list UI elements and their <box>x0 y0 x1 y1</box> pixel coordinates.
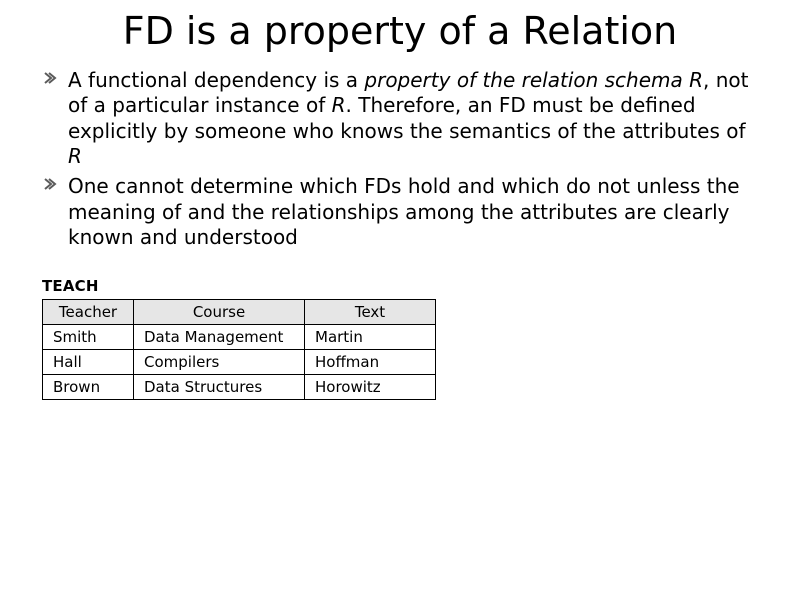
table-head: TeacherCourseText <box>43 299 436 324</box>
table-header-cell: Course <box>134 299 305 324</box>
table-cell: Hoffman <box>305 349 436 374</box>
bullet-item: A functional dependency is a property of… <box>40 68 760 170</box>
chevron-icon <box>42 70 58 86</box>
table-header-cell: Text <box>305 299 436 324</box>
slide-title: FD is a property of a Relation <box>40 10 760 54</box>
table-cell: Hall <box>43 349 134 374</box>
table-cell: Martin <box>305 324 436 349</box>
table-header-cell: Teacher <box>43 299 134 324</box>
teach-table: TeacherCourseText SmithData ManagementMa… <box>42 299 436 400</box>
bullet-text: A functional dependency is a property of… <box>68 68 749 169</box>
table-cell: Data Structures <box>134 374 305 399</box>
table-cell: Brown <box>43 374 134 399</box>
slide: FD is a property of a Relation A functio… <box>0 0 800 420</box>
table-title: TEACH <box>42 277 760 295</box>
table-body: SmithData ManagementMartinHallCompilersH… <box>43 324 436 399</box>
teach-table-wrap: TEACH TeacherCourseText SmithData Manage… <box>42 277 760 400</box>
chevron-icon <box>42 176 58 192</box>
bullet-item: One cannot determine which FDs hold and … <box>40 174 760 251</box>
table-cell: Smith <box>43 324 134 349</box>
table-cell: Data Management <box>134 324 305 349</box>
bullet-text: One cannot determine which FDs hold and … <box>68 174 740 249</box>
table-row: BrownData StructuresHorowitz <box>43 374 436 399</box>
table-cell: Horowitz <box>305 374 436 399</box>
table-row: HallCompilersHoffman <box>43 349 436 374</box>
bullet-list: A functional dependency is a property of… <box>40 68 760 251</box>
table-cell: Compilers <box>134 349 305 374</box>
table-row: SmithData ManagementMartin <box>43 324 436 349</box>
